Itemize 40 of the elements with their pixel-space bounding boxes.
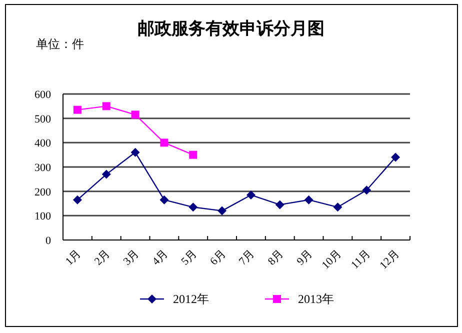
point — [189, 150, 198, 159]
x-tick-label: 9月 — [294, 248, 315, 268]
legend-label: 2012年 — [173, 292, 209, 306]
y-tick-label: 500 — [34, 113, 52, 126]
point — [188, 202, 198, 212]
x-tick-label: 2月 — [92, 248, 112, 268]
y-tick-label: 300 — [34, 162, 52, 174]
y-tick-label: 400 — [34, 138, 52, 150]
point — [160, 138, 168, 147]
y-tick-label: 200 — [34, 186, 52, 198]
point — [246, 190, 256, 200]
point — [130, 148, 140, 157]
x-tick-label: 5月 — [179, 248, 200, 268]
point — [73, 106, 82, 114]
y-axis-title: 单位：件 — [36, 37, 84, 51]
point — [218, 206, 227, 216]
point — [391, 152, 400, 162]
x-tick-label: 8月 — [266, 248, 286, 268]
point — [304, 195, 314, 204]
point — [362, 186, 372, 195]
chart-title: 邮政服务有效申诉分月图 — [138, 19, 324, 38]
y-tick-label: 100 — [34, 210, 52, 223]
x-tick-label: 1月 — [63, 248, 84, 268]
legend-label: 2013年 — [298, 292, 334, 306]
point — [131, 110, 140, 119]
point — [160, 195, 169, 204]
point — [333, 202, 342, 212]
x-tick-label: 3月 — [121, 248, 142, 268]
y-tick-label: 0 — [46, 235, 52, 247]
y-tick-label: 600 — [34, 89, 52, 101]
x-tick-label: 12月 — [378, 248, 402, 272]
x-tick-label: 7月 — [236, 248, 258, 268]
x-tick-label: 4月 — [150, 248, 170, 268]
x-tick-label: 6月 — [208, 248, 228, 268]
x-tick-label: 10月 — [320, 248, 344, 272]
point — [72, 195, 82, 204]
x-tick-label: 11月 — [348, 248, 373, 272]
point — [102, 170, 111, 179]
point — [275, 200, 284, 210]
point — [102, 102, 110, 110]
